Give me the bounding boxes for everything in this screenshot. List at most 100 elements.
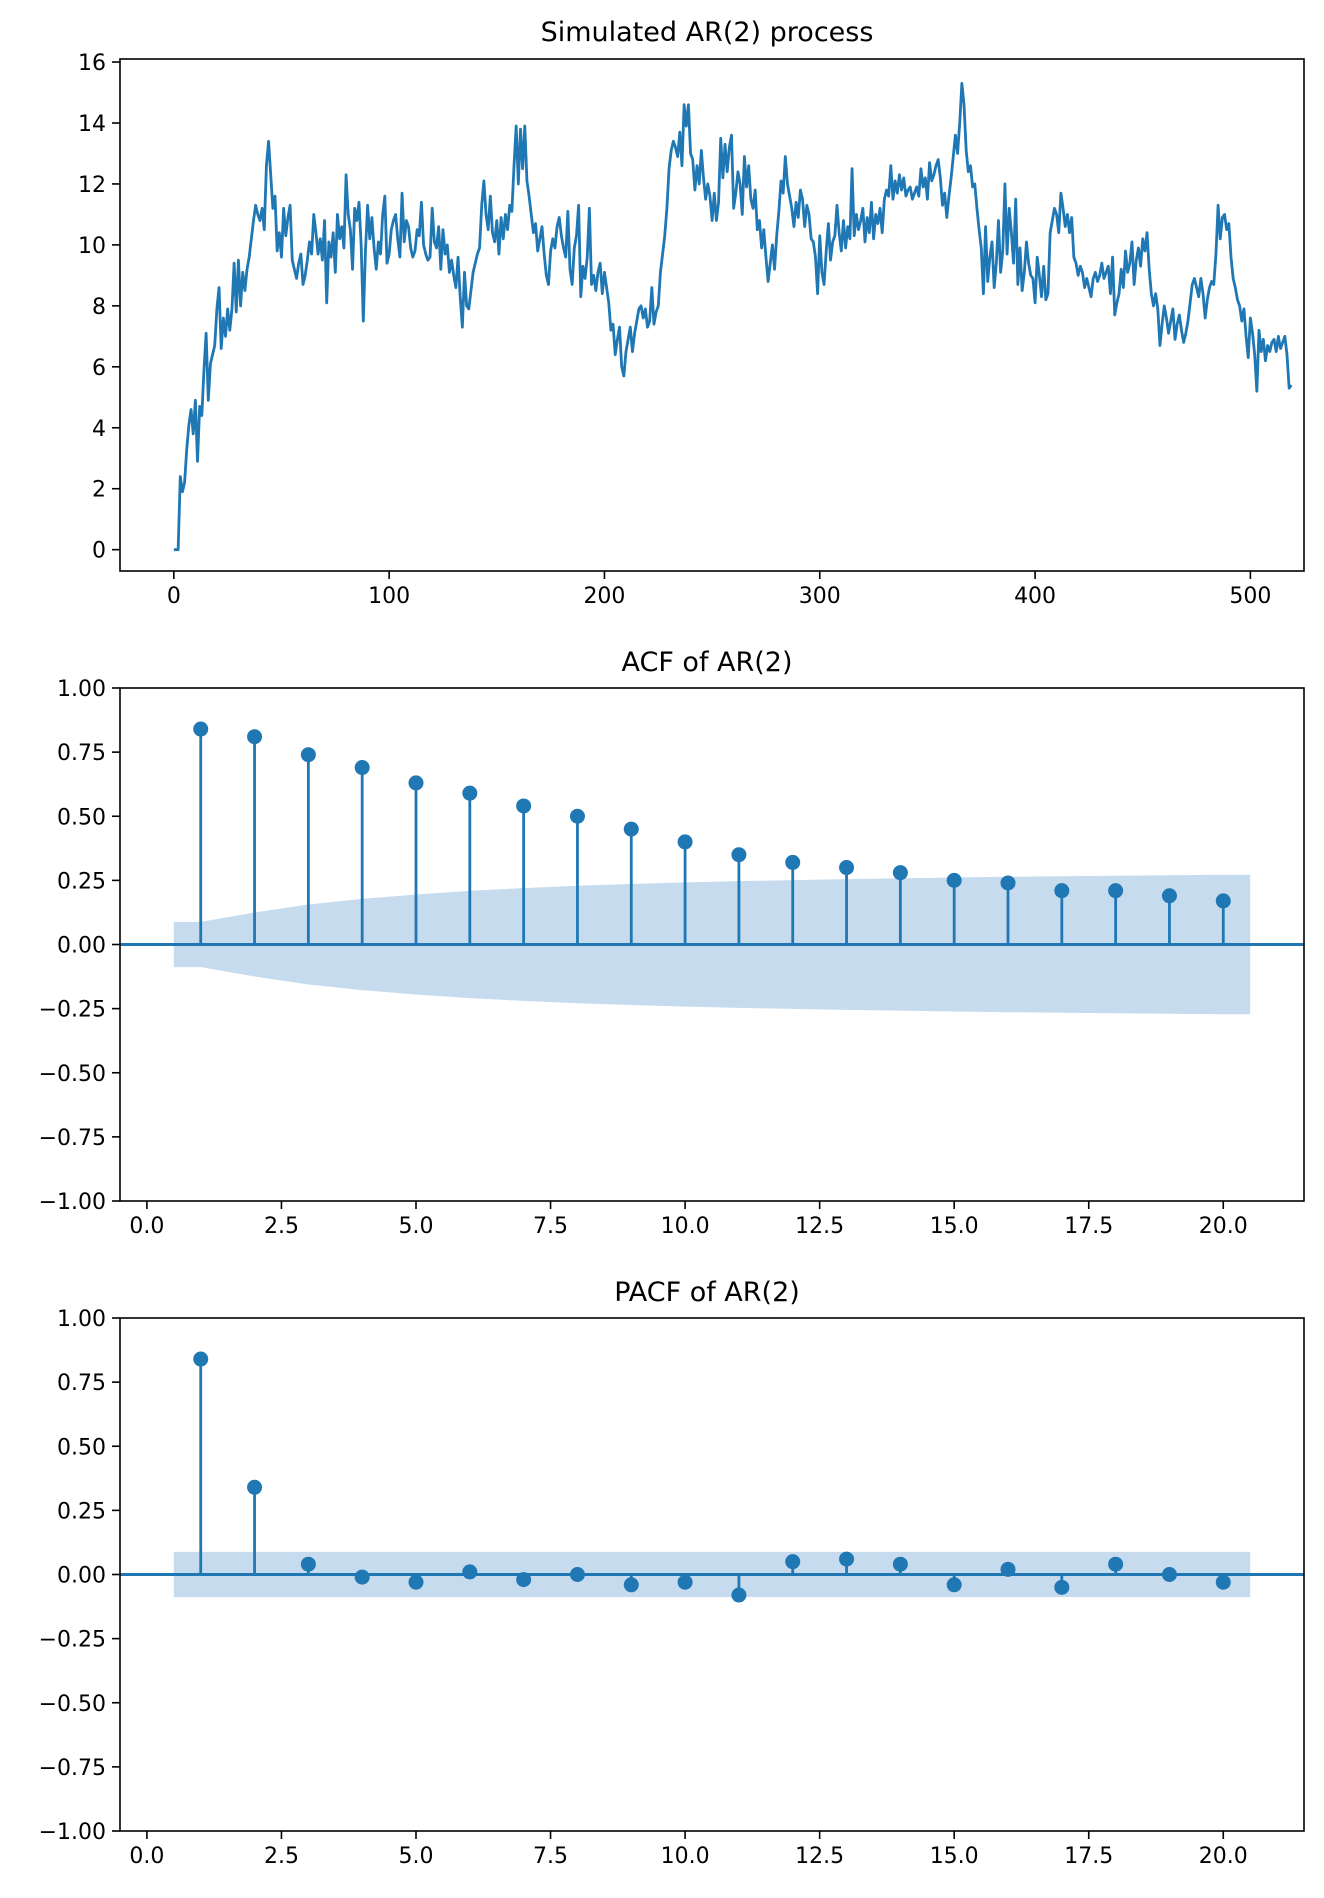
acf-x-tick-label: 12.5 bbox=[795, 1214, 844, 1239]
pacf-x-tick-label: 20.0 bbox=[1199, 1844, 1248, 1869]
acf-panel: ACF of AR(2) 0.0 2.5 5.0 7.5 10.0 12.5 15.0 17.… bbox=[39, 647, 1305, 1239]
series-y-tick-label: 4 bbox=[92, 417, 106, 442]
series-y-tick-label: 2 bbox=[92, 478, 106, 503]
pacf-y-tick-label: −0.50 bbox=[39, 1692, 106, 1717]
pacf-marker-lag-16 bbox=[1000, 1561, 1016, 1577]
acf-marker-lag-15 bbox=[946, 872, 962, 888]
pacf-y-tick-label: 0.50 bbox=[57, 1435, 106, 1460]
acf-marker-lag-8 bbox=[569, 808, 585, 824]
pacf-x-tick-label: 7.5 bbox=[533, 1844, 568, 1869]
acf-marker-lag-2 bbox=[247, 729, 263, 745]
acf-y-tick-label: 1.00 bbox=[57, 677, 106, 702]
pacf-marker-lag-2 bbox=[247, 1479, 263, 1495]
pacf-y-tick-label: 0.25 bbox=[57, 1499, 106, 1524]
acf-marker-lag-16 bbox=[1000, 875, 1016, 891]
acf-x-tick-label: 0.0 bbox=[129, 1214, 164, 1239]
pacf-y-tick-label: −0.25 bbox=[39, 1628, 106, 1653]
series-y-tick-label: 12 bbox=[78, 173, 106, 198]
acf-y-tick-label: −0.25 bbox=[39, 998, 106, 1023]
pacf-x-tick-label: 17.5 bbox=[1064, 1844, 1113, 1869]
pacf-marker-lag-10 bbox=[677, 1574, 693, 1590]
series-x-tick-label: 200 bbox=[583, 584, 625, 609]
pacf-y-tick-label: −1.00 bbox=[39, 1820, 106, 1845]
pacf-marker-lag-9 bbox=[623, 1577, 639, 1593]
series-clip-group bbox=[173, 81, 1293, 552]
acf-marker-lag-14 bbox=[892, 865, 908, 881]
pacf-x-tick-label: 2.5 bbox=[264, 1844, 299, 1869]
pacf-marker-lag-11 bbox=[731, 1587, 747, 1603]
acf-marker-lag-9 bbox=[623, 821, 639, 837]
acf-marker-lag-3 bbox=[300, 747, 316, 763]
acf-y-tick-label: −0.50 bbox=[39, 1062, 106, 1087]
pacf-marker-lag-17 bbox=[1054, 1579, 1070, 1595]
acf-marker-lag-17 bbox=[1054, 883, 1070, 899]
pacf-marker-lag-19 bbox=[1161, 1567, 1177, 1582]
series-y-tick-label: 14 bbox=[78, 112, 106, 137]
acf-title: ACF of AR(2) bbox=[621, 647, 792, 678]
acf-x-tick-label: 15.0 bbox=[930, 1214, 979, 1239]
pacf-marker-lag-3 bbox=[300, 1556, 316, 1572]
acf-x-tick-label: 5.0 bbox=[399, 1214, 434, 1239]
series-panel: Simulated AR(2) process 0 100 200 300 400 500… bbox=[78, 17, 1305, 609]
acf-marker-lag-12 bbox=[785, 854, 801, 870]
pacf-marker-lag-4 bbox=[354, 1569, 370, 1585]
acf-marker-lag-19 bbox=[1161, 888, 1177, 904]
pacf-marker-lag-8 bbox=[569, 1567, 585, 1582]
pacf-marker-lag-13 bbox=[839, 1551, 855, 1567]
acf-plot-area: 0.0 2.5 5.0 7.5 10.0 12.5 15.0 17.5 20.0 −1.00 −0.… bbox=[39, 677, 1305, 1239]
pacf-x-tick-label: 0.0 bbox=[129, 1844, 164, 1869]
pacf-x-tick-label: 10.0 bbox=[661, 1844, 710, 1869]
acf-y-tick-label: −1.00 bbox=[39, 1190, 106, 1215]
acf-marker-lag-1 bbox=[193, 721, 209, 737]
series-title: Simulated AR(2) process bbox=[541, 17, 874, 48]
series-x-tick-label: 300 bbox=[799, 584, 841, 609]
acf-marker-lag-7 bbox=[516, 798, 532, 814]
series-x-tick-label: 0 bbox=[167, 584, 181, 609]
acf-marker-lag-6 bbox=[462, 785, 478, 801]
series-x-tick-label: 100 bbox=[368, 584, 410, 609]
acf-marker-lag-20 bbox=[1215, 893, 1231, 909]
series-y-tick-label: 0 bbox=[92, 539, 106, 564]
acf-x-tick-label: 17.5 bbox=[1064, 1214, 1113, 1239]
series-x-tick-label: 400 bbox=[1014, 584, 1056, 609]
pacf-marker-lag-6 bbox=[462, 1564, 478, 1580]
acf-y-tick-label: −0.75 bbox=[39, 1126, 106, 1151]
acf-x-tick-label: 2.5 bbox=[264, 1214, 299, 1239]
acf-clip-group bbox=[120, 721, 1304, 1015]
pacf-clip-group bbox=[120, 1351, 1304, 1603]
acf-marker-lag-13 bbox=[839, 860, 855, 876]
pacf-marker-lag-15 bbox=[946, 1577, 962, 1593]
acf-marker-lag-4 bbox=[354, 760, 370, 776]
acf-marker-lag-18 bbox=[1108, 883, 1124, 899]
series-x-tick-label: 500 bbox=[1229, 584, 1271, 609]
acf-x-tick-label: 10.0 bbox=[661, 1214, 710, 1239]
pacf-marker-lag-7 bbox=[516, 1572, 532, 1588]
pacf-marker-lag-5 bbox=[408, 1574, 424, 1590]
pacf-marker-lag-18 bbox=[1108, 1556, 1124, 1572]
pacf-y-tick-label: 1.00 bbox=[57, 1307, 106, 1332]
acf-y-tick-label: 0.75 bbox=[57, 741, 106, 766]
pacf-x-tick-label: 5.0 bbox=[399, 1844, 434, 1869]
acf-marker-lag-11 bbox=[731, 847, 747, 863]
acf-marker-lag-5 bbox=[408, 775, 424, 791]
acf-marker-lag-10 bbox=[677, 834, 693, 850]
pacf-marker-lag-14 bbox=[892, 1556, 908, 1572]
series-axes-frame bbox=[119, 58, 1305, 572]
series-line bbox=[173, 81, 1293, 552]
pacf-y-tick-label: −0.75 bbox=[39, 1756, 106, 1781]
pacf-x-tick-label: 15.0 bbox=[930, 1844, 979, 1869]
pacf-marker-lag-1 bbox=[193, 1351, 209, 1367]
pacf-marker-lag-12 bbox=[785, 1554, 801, 1570]
pacf-x-tick-label: 12.5 bbox=[795, 1844, 844, 1869]
series-y-tick-label: 8 bbox=[92, 295, 106, 320]
acf-x-tick-label: 7.5 bbox=[533, 1214, 568, 1239]
pacf-panel: PACF of AR(2) 0.0 2.5 5.0 7.5 10.0 12.5 15.0 17… bbox=[39, 1277, 1305, 1869]
acf-y-tick-label: 0.00 bbox=[57, 934, 106, 959]
series-plot-area: 0 100 200 300 400 500 0 2 4 6 8 10 12 14 16 bbox=[78, 51, 1305, 609]
pacf-title: PACF of AR(2) bbox=[614, 1277, 800, 1308]
pacf-marker-lag-20 bbox=[1215, 1574, 1231, 1590]
pacf-y-tick-label: 0.75 bbox=[57, 1371, 106, 1396]
pacf-plot-area: 0.0 2.5 5.0 7.5 10.0 12.5 15.0 17.5 20.0 −1.00 −0.… bbox=[39, 1307, 1305, 1869]
acf-y-tick-label: 0.25 bbox=[57, 869, 106, 894]
